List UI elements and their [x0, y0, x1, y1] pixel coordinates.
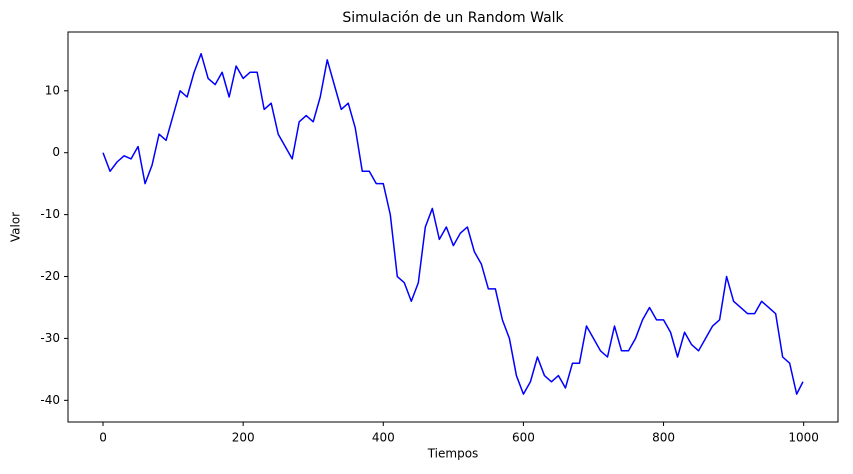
x-tick-label: 1000	[788, 431, 819, 445]
y-tick-label: 0	[52, 145, 60, 159]
x-tick-label: 200	[232, 431, 255, 445]
y-tick-label: -30	[40, 331, 60, 345]
plot-frame	[67, 31, 839, 423]
y-tick-label: -40	[40, 393, 60, 407]
x-axis-label: Tiempos	[427, 447, 479, 461]
x-tick-label: 600	[512, 431, 535, 445]
x-tick-label: 800	[652, 431, 675, 445]
y-axis-label: Valor	[9, 212, 23, 242]
y-tick-label: -10	[40, 207, 60, 221]
x-tick-label: 400	[372, 431, 395, 445]
x-tick-label: 0	[99, 431, 107, 445]
chart-title: Simulación de un Random Walk	[342, 10, 564, 26]
y-tick-label: 10	[45, 83, 60, 97]
line	[102, 52, 804, 395]
y-tick-label: -20	[40, 269, 60, 283]
